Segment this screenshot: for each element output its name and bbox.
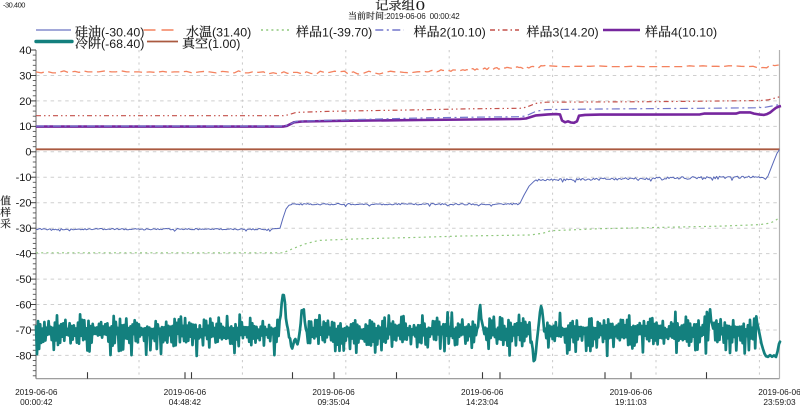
svg-text:(-68.40): (-68.40) — [101, 37, 144, 51]
svg-text:2(10.10): 2(10.10) — [440, 25, 486, 39]
svg-text:-30.400: -30.400 — [3, 1, 25, 10]
svg-text:-60: -60 — [16, 299, 32, 311]
svg-text:(31.40): (31.40) — [212, 25, 251, 39]
svg-text:(-30.40): (-30.40) — [101, 25, 144, 39]
svg-text:0: 0 — [25, 147, 31, 159]
svg-text:19:11:03: 19:11:03 — [615, 397, 647, 407]
svg-text:23:59:03: 23:59:03 — [763, 397, 796, 407]
svg-text::2019-06-06 00:00:42: :2019-06-06 00:00:42 — [384, 12, 460, 21]
svg-text:(1.00): (1.00) — [208, 37, 240, 51]
svg-text:20: 20 — [19, 96, 31, 108]
svg-text:00:00:42: 00:00:42 — [20, 397, 53, 407]
svg-text:-40: -40 — [16, 249, 32, 261]
svg-text:-80: -80 — [16, 350, 32, 362]
svg-text:-20: -20 — [16, 198, 32, 210]
svg-text:2019-06-06: 2019-06-06 — [610, 387, 653, 397]
svg-text:-10: -10 — [16, 172, 32, 184]
svg-text:2019-06-06: 2019-06-06 — [164, 387, 207, 397]
svg-text:30: 30 — [19, 70, 31, 82]
svg-text:04:48:42: 04:48:42 — [169, 397, 202, 407]
svg-text:09:35:04: 09:35:04 — [317, 397, 350, 407]
svg-text:2019-06-06: 2019-06-06 — [312, 387, 355, 397]
svg-text:-30: -30 — [16, 223, 32, 235]
svg-text:-70: -70 — [16, 325, 32, 337]
svg-text:40: 40 — [19, 45, 31, 57]
svg-text:14:23:04: 14:23:04 — [466, 397, 499, 407]
svg-text:2019-06-06: 2019-06-06 — [758, 387, 800, 397]
svg-text:4(10.10): 4(10.10) — [671, 25, 717, 39]
svg-text:2019-06-06: 2019-06-06 — [461, 387, 504, 397]
svg-text:10: 10 — [19, 121, 31, 133]
svg-text:3(14.20): 3(14.20) — [553, 25, 599, 39]
svg-text:-50: -50 — [16, 274, 32, 286]
svg-text:1(-39.70): 1(-39.70) — [322, 25, 372, 39]
svg-text:0: 0 — [416, 0, 426, 14]
svg-text:2019-06-06: 2019-06-06 — [15, 387, 58, 397]
